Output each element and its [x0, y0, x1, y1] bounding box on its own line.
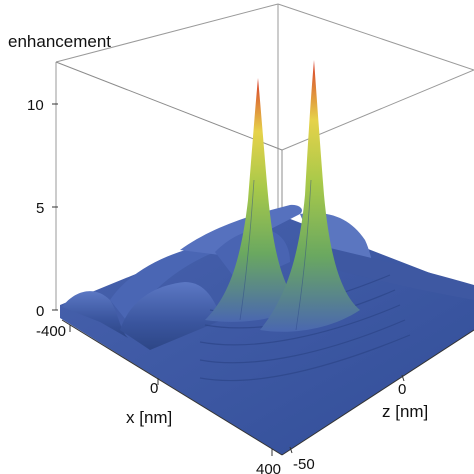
x-tick-neg400: -400: [36, 323, 66, 340]
y-axis-ticks: [289, 374, 405, 454]
x-axis-ticks: [69, 325, 273, 456]
x-tick-0: 0: [150, 380, 158, 397]
x-axis-line: [61, 319, 283, 456]
y-tick-0: 0: [398, 381, 406, 398]
z-tick-10: 10: [27, 97, 44, 114]
z-tick-0: 0: [36, 303, 44, 320]
z-tick-5: 5: [36, 200, 44, 217]
x-axis-title: x [nm]: [126, 408, 172, 427]
x-tick-400: 400: [256, 461, 281, 474]
z-axis-title: enhancement: [8, 32, 111, 51]
surface-peaks: [205, 60, 360, 332]
y-axis-line: [281, 329, 474, 456]
z-axis-ticks: [52, 103, 58, 311]
y-axis-title: z [nm]: [382, 402, 428, 421]
y-tick-neg50: -50: [293, 456, 315, 473]
